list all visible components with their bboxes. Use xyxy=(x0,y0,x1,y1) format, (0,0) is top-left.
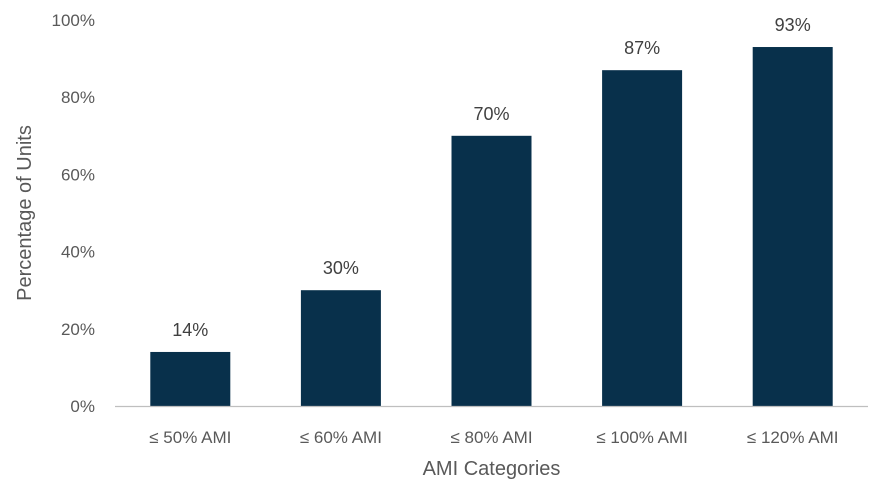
x-axis-title: AMI Categories xyxy=(423,458,561,480)
y-tick-label: 20% xyxy=(61,320,95,339)
y-tick-label: 80% xyxy=(61,88,95,107)
data-label: 14% xyxy=(172,320,208,340)
bar xyxy=(602,70,683,407)
x-tick-label: ≤ 50% AMI xyxy=(149,428,231,447)
bar xyxy=(752,47,833,407)
data-labels: 14% 30% 70% 87% 93% xyxy=(172,15,810,340)
y-axis-title: Percentage of Units xyxy=(14,125,36,301)
y-tick-label: 100% xyxy=(52,11,95,30)
data-label: 30% xyxy=(323,258,359,278)
bar xyxy=(150,351,231,406)
x-axis-ticks: ≤ 50% AMI ≤ 60% AMI ≤ 80% AMI ≤ 100% AMI ≤ 1… xyxy=(149,428,838,447)
data-label: 70% xyxy=(473,104,509,124)
bar xyxy=(300,290,381,406)
bars xyxy=(150,47,833,407)
y-tick-label: 60% xyxy=(61,165,95,184)
x-tick-label: ≤ 80% AMI xyxy=(450,428,532,447)
x-tick-label: ≤ 120% AMI xyxy=(747,428,839,447)
x-tick-label: ≤ 100% AMI xyxy=(596,428,688,447)
y-axis-ticks: 0% 20% 40% 60% 80% 100% xyxy=(52,11,95,416)
y-tick-label: 0% xyxy=(70,397,95,416)
data-label: 87% xyxy=(624,38,660,58)
data-label: 93% xyxy=(775,15,811,35)
y-tick-label: 40% xyxy=(61,243,95,262)
x-tick-label: ≤ 60% AMI xyxy=(300,428,382,447)
bar xyxy=(451,135,532,407)
